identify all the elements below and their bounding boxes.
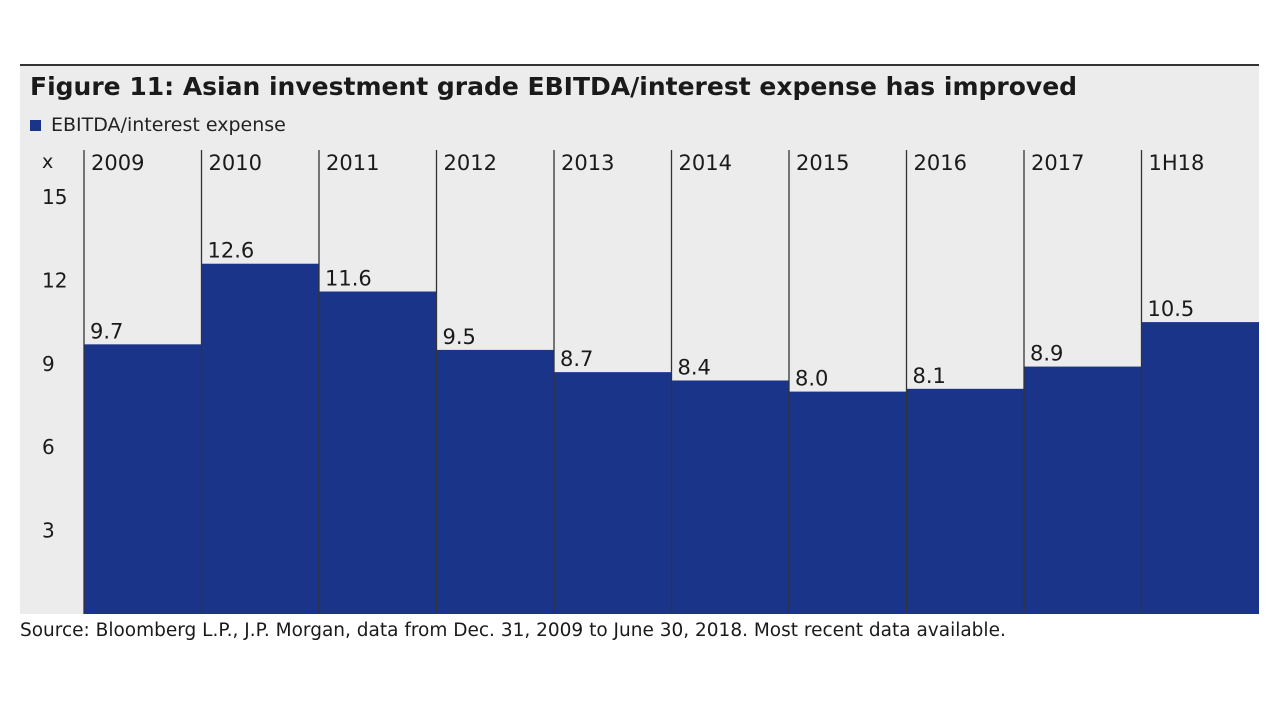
- category-label: 2011: [326, 151, 379, 175]
- source-note: Source: Bloomberg L.P., J.P. Morgan, dat…: [20, 620, 1006, 641]
- legend-swatch: [30, 119, 41, 131]
- category-label: 2010: [209, 151, 262, 175]
- top-rule: [20, 64, 1259, 66]
- value-label: 8.4: [678, 355, 711, 379]
- category-label: 1H18: [1149, 151, 1205, 175]
- bar-2010: [201, 263, 320, 614]
- value-label: 9.5: [443, 325, 476, 349]
- bar-2009: [84, 344, 202, 614]
- y-tick-label: 3: [42, 519, 55, 543]
- y-tick-label: 6: [42, 435, 55, 459]
- value-label: 12.6: [208, 239, 255, 263]
- chart-title: Figure 11: Asian investment grade EBITDA…: [30, 72, 1078, 101]
- category-label: 2012: [444, 151, 497, 175]
- bar-chart: x 3 6 9 12 15 2009 2010 2011 2012 2013 2014 2015 2016…: [42, 150, 1259, 614]
- chart-figure: x 3 6 9 12 15 2009 2010 2011 2012 2013 2014 2015 2016…: [20, 66, 1259, 614]
- value-label: 8.7: [560, 347, 593, 371]
- y-tick-label: 15: [42, 185, 67, 209]
- bar-2016: [906, 388, 1025, 614]
- y-tick-label: 9: [42, 352, 55, 376]
- legend-label: EBITDA/interest expense: [51, 114, 286, 136]
- category-label: 2013: [561, 151, 614, 175]
- y-tick-label: 12: [42, 268, 67, 292]
- category-label: 2014: [679, 151, 732, 175]
- category-label: 2017: [1031, 151, 1084, 175]
- value-label: 11.6: [325, 267, 372, 291]
- category-label: 2009: [91, 151, 144, 175]
- bar-2015: [789, 391, 907, 614]
- bar-2017: [1024, 366, 1142, 614]
- value-label: 8.9: [1030, 342, 1063, 366]
- bar-2011: [319, 291, 437, 614]
- bar-1H18: [1141, 322, 1259, 614]
- bar-2013: [554, 372, 672, 614]
- value-label: 10.5: [1148, 297, 1195, 321]
- y-axis-unit: x: [42, 151, 53, 173]
- value-label: 8.1: [913, 364, 946, 388]
- legend: EBITDA/interest expense: [30, 114, 286, 136]
- category-label: 2016: [914, 151, 967, 175]
- value-label: 9.7: [90, 319, 123, 343]
- bar-2014: [671, 380, 790, 614]
- category-label: 2015: [796, 151, 849, 175]
- value-label: 8.0: [795, 367, 828, 391]
- bar-2012: [436, 349, 555, 614]
